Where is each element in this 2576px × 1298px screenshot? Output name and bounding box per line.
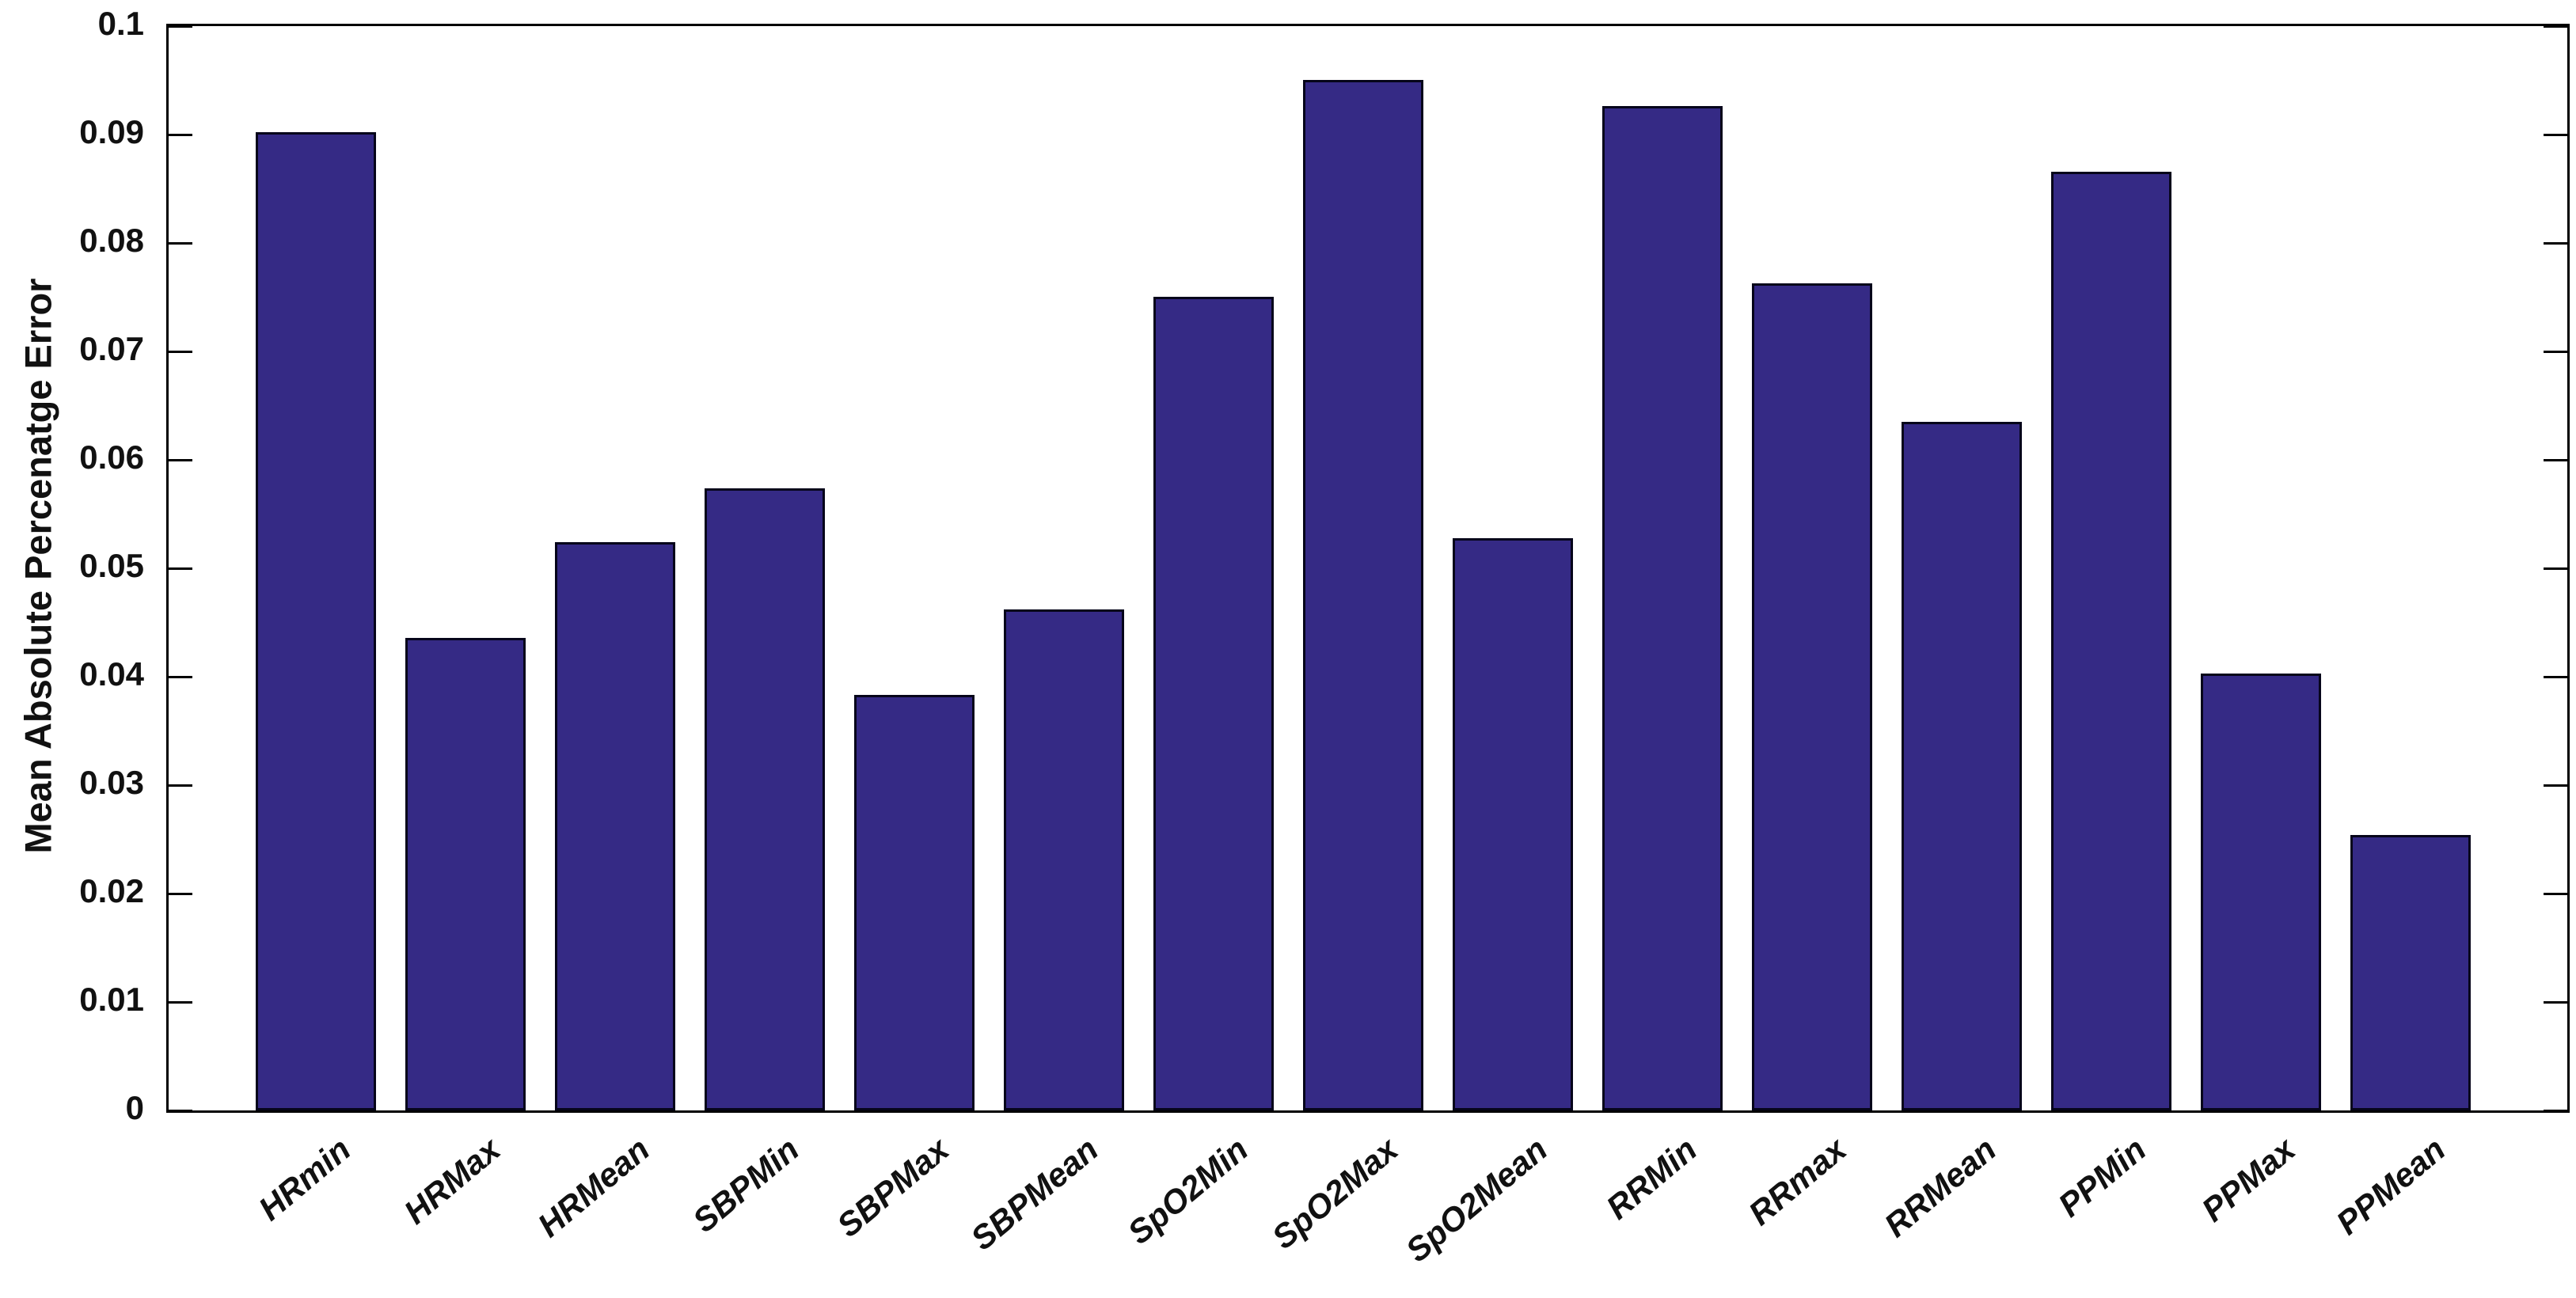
y-tick-mark-right [2544,1110,2567,1112]
x-tick-label: SBPMax [830,1130,956,1245]
x-tick-label: SBPMean [963,1130,1106,1258]
y-tick-label: 0.01 [79,981,144,1018]
y-tick-mark-left [169,1001,192,1004]
x-tick-label: PPMin [2050,1130,2153,1224]
x-tick-label: HRMean [530,1130,657,1245]
y-tick-label: 0.1 [97,5,144,42]
bar-HRmin [256,132,376,1110]
x-tick-label: HRmin [251,1130,358,1228]
x-tick-label: SBPMin [686,1130,807,1239]
bar-SBPMax [854,695,975,1110]
bar-SBPMin [705,488,825,1110]
y-tick-mark-left [169,25,192,28]
y-tick-mark-right [2544,351,2567,353]
y-tick-mark-left [169,784,192,787]
y-tick-mark-right [2544,459,2567,461]
y-tick-label: 0.04 [79,655,144,693]
bar-PPMean [2350,835,2471,1110]
bar-SpO2Mean [1453,538,1573,1110]
y-tick-label: 0.05 [79,547,144,584]
bar-PPMin [2051,172,2171,1110]
y-tick-mark-left [169,459,192,461]
bar-PPMax [2201,674,2321,1110]
y-tick-label: 0.08 [79,222,144,259]
bar-HRMean [555,542,675,1110]
y-tick-mark-right [2544,893,2567,895]
bar-SBPMean [1004,609,1124,1110]
bar-SpO2Min [1153,297,1274,1110]
y-tick-mark-right [2544,567,2567,570]
y-tick-label: 0.07 [79,330,144,367]
x-tick-label: SpO2Max [1264,1130,1405,1257]
bar-HRMax [405,638,526,1110]
x-tick-label: SpO2Mean [1398,1130,1555,1270]
y-tick-mark-right [2544,784,2567,787]
y-tick-label: 0.03 [79,764,144,801]
x-tick-label: HRMax [396,1130,507,1232]
x-tick-label: PPMax [2194,1130,2303,1229]
y-tick-mark-right [2544,25,2567,28]
y-tick-label: 0.06 [79,438,144,476]
plot-area [166,24,2570,1113]
bar-RRmax [1752,283,1872,1110]
x-tick-label: RRMean [1877,1130,2004,1245]
y-tick-mark-right [2544,1001,2567,1004]
bar-RRMin [1602,106,1723,1110]
y-tick-mark-left [169,567,192,570]
y-tick-mark-left [169,242,192,245]
y-tick-mark-right [2544,134,2567,136]
y-tick-mark-left [169,676,192,678]
x-tick-label: RRmax [1742,1130,1854,1233]
x-tick-label: PPMean [2328,1130,2453,1243]
x-tick-label: SpO2Min [1120,1130,1256,1252]
y-tick-mark-left [169,351,192,353]
y-tick-label: 0.02 [79,872,144,909]
y-tick-mark-left [169,893,192,895]
y-tick-mark-left [169,1110,192,1112]
y-tick-mark-right [2544,242,2567,245]
x-tick-label: RRMin [1599,1130,1704,1227]
y-tick-mark-left [169,134,192,136]
bar-RRMean [1902,422,2022,1110]
y-tick-label: 0.09 [79,113,144,150]
y-tick-label: 0 [125,1089,144,1126]
y-tick-mark-right [2544,676,2567,678]
bar-SpO2Max [1303,80,1423,1110]
